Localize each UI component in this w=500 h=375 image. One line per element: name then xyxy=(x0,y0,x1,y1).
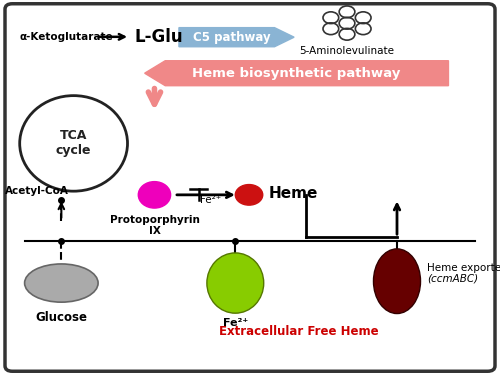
Text: Fe²⁺: Fe²⁺ xyxy=(200,195,222,206)
Text: Acetyl-CoA: Acetyl-CoA xyxy=(5,186,69,196)
Ellipse shape xyxy=(24,264,98,302)
Circle shape xyxy=(236,184,262,205)
Text: C5 pathway: C5 pathway xyxy=(192,31,270,44)
Text: TCA
cycle: TCA cycle xyxy=(56,129,92,158)
Text: (ccmABC): (ccmABC) xyxy=(428,274,478,284)
Text: Heme biosynthetic pathway: Heme biosynthetic pathway xyxy=(192,68,400,81)
Text: α-Ketoglutarate: α-Ketoglutarate xyxy=(20,32,114,42)
Text: Heme: Heme xyxy=(268,186,318,201)
Ellipse shape xyxy=(207,253,264,313)
Text: Extracellular Free Heme: Extracellular Free Heme xyxy=(219,325,379,338)
Ellipse shape xyxy=(138,182,170,208)
FancyArrow shape xyxy=(179,28,294,47)
Ellipse shape xyxy=(374,249,420,314)
Text: IX: IX xyxy=(148,226,160,236)
Text: Fe²⁺: Fe²⁺ xyxy=(222,318,248,328)
Text: Glucose: Glucose xyxy=(36,310,88,324)
FancyBboxPatch shape xyxy=(5,4,495,371)
Ellipse shape xyxy=(20,96,128,191)
Text: Protoporphyrin: Protoporphyrin xyxy=(110,215,200,225)
Text: 5-Aminolevulinate: 5-Aminolevulinate xyxy=(300,46,394,56)
FancyArrow shape xyxy=(144,61,449,86)
Text: Heme exporter: Heme exporter xyxy=(428,263,500,273)
Text: L-Glu: L-Glu xyxy=(135,28,184,46)
